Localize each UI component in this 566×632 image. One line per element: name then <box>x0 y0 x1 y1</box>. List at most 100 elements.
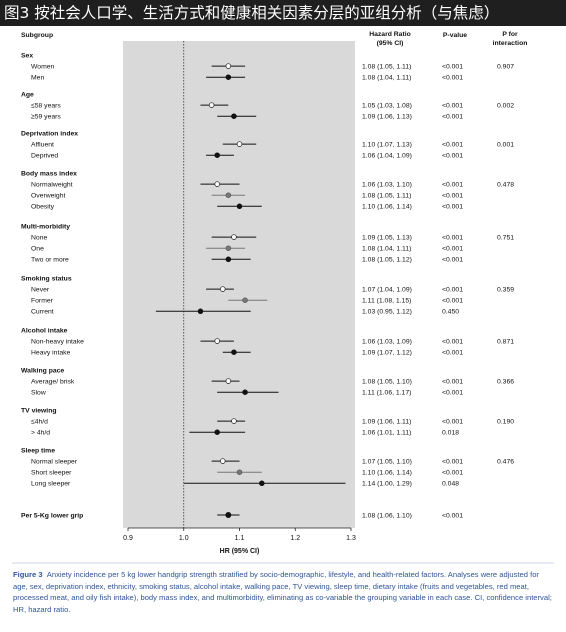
caption-text: Anxiety incidence per 5 kg lower handgri… <box>13 570 552 614</box>
p-value: <0.001 <box>442 339 463 346</box>
overall-label: Per 5-Kg lower grip <box>21 512 83 519</box>
row-label: Obesity <box>31 204 55 211</box>
hr-ci-value: 1.08 (1.05, 1.10) <box>362 379 412 386</box>
p-value: <0.001 <box>442 114 463 121</box>
forest-plot: Subgroup Hazard Ratio (95% CI) P-value P for… <box>12 31 554 564</box>
p-value: <0.001 <box>442 350 463 357</box>
overall-hr-ci-value: 1.08 (1.06, 1.10) <box>362 512 412 519</box>
row-label: Slow <box>31 390 46 397</box>
hr-ci-value: 1.07 (1.05, 1.10) <box>362 459 412 466</box>
point-estimate <box>225 63 232 69</box>
row-label: Heavy intake <box>31 350 71 357</box>
point-estimate <box>220 286 226 292</box>
p-value: 0.048 <box>442 481 459 488</box>
figure-caption: Figure 3 Anxiety incidence per 5 kg lowe… <box>13 569 553 615</box>
row-label: Current <box>31 309 54 316</box>
hr-ci-value: 1.06 (1.03, 1.09) <box>362 339 412 346</box>
p-value: <0.001 <box>442 142 463 149</box>
point-estimate <box>208 102 215 108</box>
hr-ci-value: 1.06 (1.04, 1.09) <box>362 153 412 160</box>
point-estimate <box>214 181 220 187</box>
point-estimate <box>231 113 237 119</box>
row-label: Non-heavy intake <box>31 339 84 346</box>
p-value: <0.001 <box>442 246 463 253</box>
point-estimate <box>225 378 232 384</box>
point-estimate <box>242 297 248 303</box>
row-label: Men <box>31 75 44 82</box>
overall-p-value: <0.001 <box>442 512 463 519</box>
header-subgroup: Subgroup <box>21 32 53 39</box>
p-value: <0.001 <box>442 64 463 71</box>
group-title: Smoking status <box>21 275 72 282</box>
x-tick-label: 1.3 <box>346 535 356 542</box>
x-axis-label: HR (95% CI) <box>220 548 260 555</box>
header-hazard-ratio-ci: (95% CI) <box>377 40 404 47</box>
plot-panel <box>123 41 355 528</box>
hr-ci-value: 1.03 (0.95, 1.12) <box>362 309 412 316</box>
point-estimate <box>225 256 232 263</box>
p-interaction-value: 0.366 <box>497 379 514 386</box>
p-value: <0.001 <box>442 470 463 477</box>
p-value: <0.001 <box>442 204 463 211</box>
row-label: Long sleeper <box>31 481 71 488</box>
point-estimate <box>214 429 220 435</box>
hr-ci-value: 1.14 (1.00, 1.29) <box>362 481 412 488</box>
hr-ci-value: 1.09 (1.06, 1.13) <box>362 114 412 121</box>
p-value: <0.001 <box>442 193 463 200</box>
p-interaction-value: 0.476 <box>497 459 514 466</box>
hr-ci-value: 1.08 (1.04, 1.11) <box>362 75 411 82</box>
hr-ci-value: 1.07 (1.04, 1.09) <box>362 287 412 294</box>
header-hazard-ratio: Hazard Ratio <box>369 31 411 38</box>
x-tick-label: 1.0 <box>179 535 189 542</box>
row-label: None <box>31 235 47 242</box>
hr-ci-value: 1.11 (1.08, 1.15) <box>362 298 411 305</box>
point-estimate <box>236 469 243 475</box>
point-estimate <box>236 141 243 147</box>
p-interaction-value: 0.478 <box>497 182 514 189</box>
figure-banner-title: 图3 按社会人口学、生活方式和健康相关因素分层的亚组分析（与焦虑） <box>0 0 566 26</box>
row-label: ≤58 years <box>31 103 61 110</box>
hr-ci-value: 1.10 (1.06, 1.14) <box>362 470 412 477</box>
row-label: Never <box>31 287 50 294</box>
row-label: ≥59 years <box>31 114 61 121</box>
p-value: <0.001 <box>442 182 463 189</box>
group-title: Walking pace <box>21 367 64 374</box>
group-title: Alcohol intake <box>21 327 68 334</box>
p-interaction-value: 0.907 <box>497 64 514 71</box>
point-estimate <box>231 418 237 424</box>
hr-ci-value: 1.05 (1.03, 1.08) <box>362 103 412 110</box>
row-label: Short sleeper <box>31 470 72 477</box>
row-label: Overweight <box>31 193 65 200</box>
p-interaction-value: 0.190 <box>497 419 514 426</box>
point-estimate <box>231 234 237 240</box>
row-label: Two or more <box>31 257 69 264</box>
row-label: Affluent <box>31 142 54 149</box>
p-value: <0.001 <box>442 257 463 264</box>
group-title: Body mass index <box>21 170 77 177</box>
point-estimate <box>236 203 243 210</box>
p-value: <0.001 <box>442 390 463 397</box>
group-title: Sex <box>21 52 33 59</box>
hr-ci-value: 1.10 (1.07, 1.13) <box>362 142 412 149</box>
p-interaction-value: 0.751 <box>497 235 514 242</box>
group-title: Multi-morbidity <box>21 223 70 230</box>
p-interaction-value: 0.359 <box>497 287 514 294</box>
p-value: <0.001 <box>442 103 463 110</box>
p-interaction-value: 0.002 <box>497 103 514 110</box>
x-tick-label: 0.9 <box>123 535 133 542</box>
point-estimate <box>197 308 204 315</box>
p-value: <0.001 <box>442 235 463 242</box>
overall-point-estimate <box>225 512 232 518</box>
hr-ci-value: 1.08 (1.05, 1.12) <box>362 257 412 264</box>
point-estimate <box>214 338 220 344</box>
p-value: <0.001 <box>442 459 463 466</box>
point-estimate <box>225 74 232 80</box>
row-label: > 4h/d <box>31 430 50 437</box>
hr-ci-value: 1.08 (1.05, 1.11) <box>362 193 411 200</box>
p-value: 0.018 <box>442 430 459 437</box>
group-title: Deprivation index <box>21 130 78 137</box>
group-title: Sleep time <box>21 447 55 454</box>
header-p-for: P for <box>502 31 518 38</box>
p-value: <0.001 <box>442 287 463 294</box>
p-value: <0.001 <box>442 75 463 82</box>
